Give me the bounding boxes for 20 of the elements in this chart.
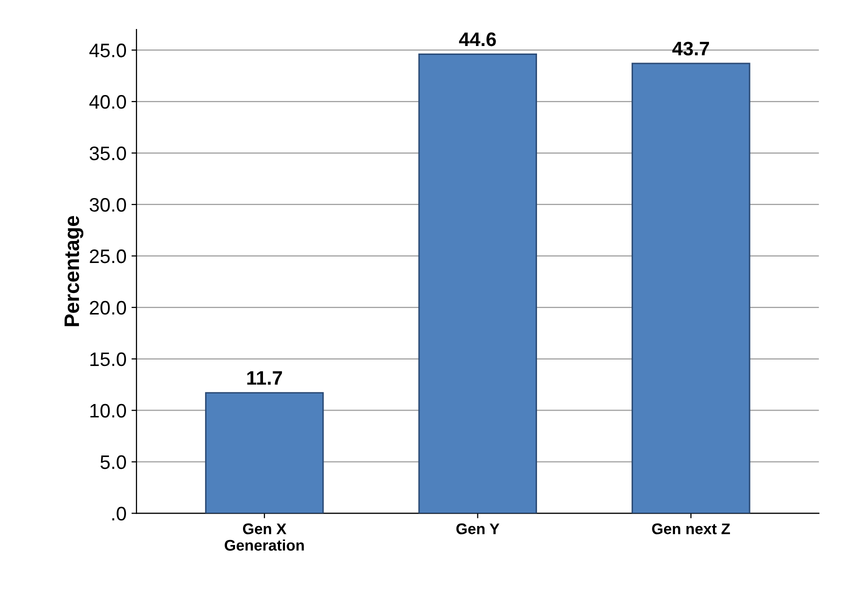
- y-tick-label: 20.0: [90, 300, 126, 315]
- y-tick-label: 25.0: [90, 249, 126, 264]
- data-label: 11.7: [247, 371, 282, 385]
- bar: [418, 54, 538, 514]
- y-tick-label: 40.0: [89, 95, 126, 109]
- y-axis-title: Percentage: [64, 216, 84, 326]
- y-tick-label: .0: [112, 506, 126, 521]
- y-tick-label: 15.0: [90, 352, 126, 366]
- y-tick-label: 30.0: [90, 198, 126, 212]
- bar: [632, 62, 750, 514]
- bar: [205, 392, 324, 514]
- data-label: 43.7: [672, 42, 709, 56]
- x-tick-label: Gen next Z: [652, 523, 730, 534]
- y-tick-label: 45.0: [89, 44, 126, 58]
- y-tick-label: 10.0: [90, 404, 126, 418]
- x-tick-label: Gen Y: [456, 523, 500, 534]
- y-tick-label: 35.0: [90, 146, 126, 160]
- y-tick-label: 5.0: [100, 455, 126, 470]
- data-label: 44.6: [459, 32, 496, 46]
- x-tick-label: Gen X Generation: [224, 523, 304, 551]
